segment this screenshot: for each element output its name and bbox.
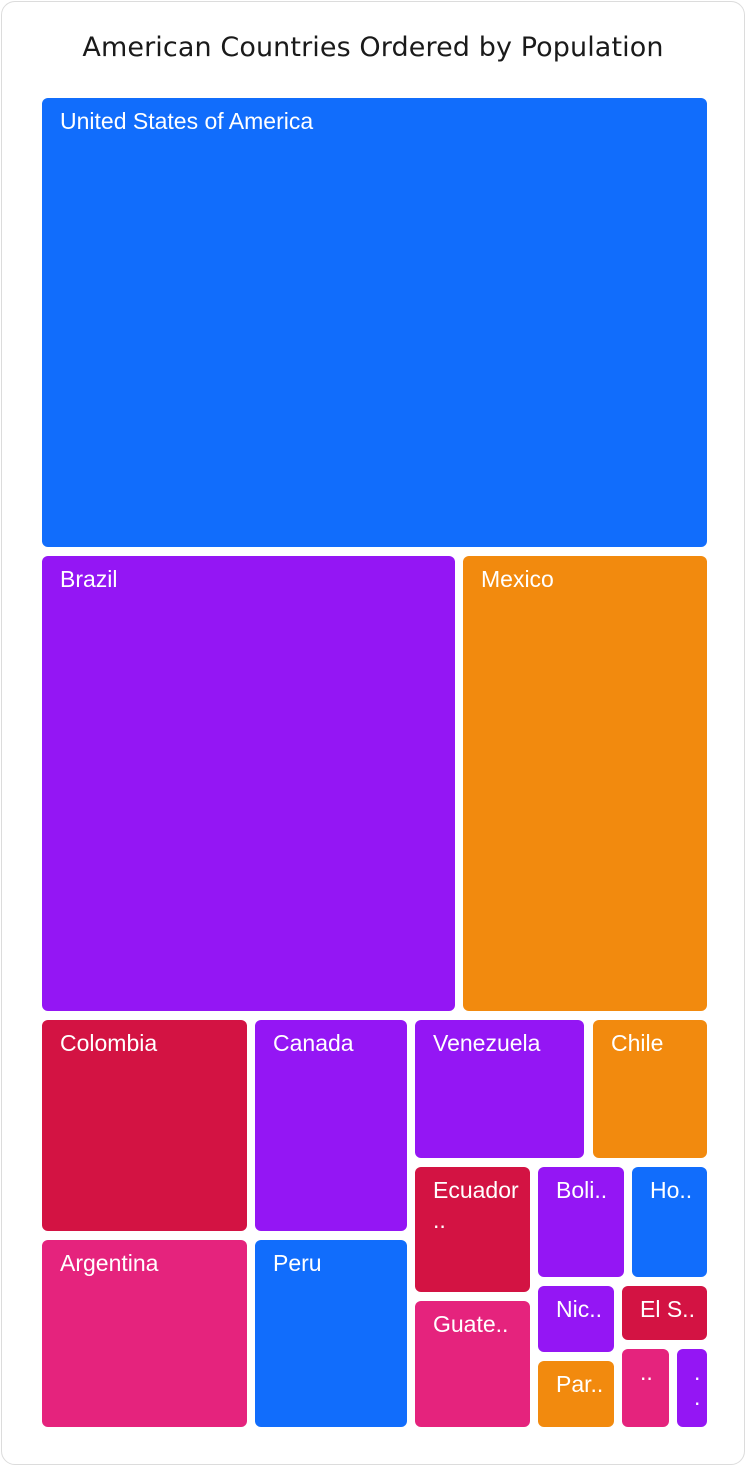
tile-label: Colombia <box>60 1030 157 1056</box>
tile-3[interactable]: Colombia <box>42 1020 247 1231</box>
tile-12[interactable]: Guate.. <box>415 1301 530 1427</box>
tile-1[interactable]: Brazil <box>42 556 455 1011</box>
tile-label: El S.. <box>640 1296 695 1322</box>
tile-label: Brazil <box>60 566 118 592</box>
tile-label: United States of America <box>60 108 313 134</box>
tile-rect[interactable] <box>42 556 455 1011</box>
tile-17[interactable]: .. <box>677 1349 707 1427</box>
tile-13[interactable]: Nic.. <box>538 1286 614 1352</box>
tile-14[interactable]: El S.. <box>622 1286 707 1340</box>
tile-rect[interactable] <box>632 1167 707 1277</box>
tile-7[interactable]: Argentina <box>42 1240 247 1427</box>
tile-rect[interactable] <box>42 98 707 547</box>
tile-15[interactable]: Par.. <box>538 1361 614 1427</box>
tile-rect[interactable] <box>255 1020 407 1231</box>
chart-title: American Countries Ordered by Population <box>82 32 664 63</box>
tile-label: Boli.. <box>556 1177 607 1203</box>
tile-rect[interactable] <box>255 1240 407 1427</box>
tile-10[interactable]: Boli.. <box>538 1167 624 1277</box>
tile-rect[interactable] <box>677 1349 707 1427</box>
tile-label: Guate.. <box>433 1311 508 1337</box>
tile-rect[interactable] <box>415 1167 530 1292</box>
tile-rect[interactable] <box>538 1286 614 1352</box>
tile-label: Ho.. <box>650 1177 692 1203</box>
tile-label: Venezuela <box>433 1030 541 1056</box>
tile-9[interactable]: Ecuador.. <box>415 1167 530 1292</box>
tile-label: .. <box>640 1359 653 1385</box>
tile-label: Peru <box>273 1250 322 1276</box>
tile-11[interactable]: Ho.. <box>632 1167 707 1277</box>
tile-label: Ecuador.. <box>433 1177 519 1233</box>
tile-label: Canada <box>273 1030 354 1056</box>
tile-rect[interactable] <box>593 1020 707 1158</box>
tile-4[interactable]: Canada <box>255 1020 407 1231</box>
tile-rect[interactable] <box>415 1301 530 1427</box>
tile-rect[interactable] <box>622 1349 669 1427</box>
tile-16[interactable]: .. <box>622 1349 669 1427</box>
tile-6[interactable]: Chile <box>593 1020 707 1158</box>
tile-rect[interactable] <box>42 1240 247 1427</box>
tile-label: .. <box>694 1359 700 1410</box>
tile-rect[interactable] <box>463 556 707 1011</box>
tile-rect[interactable] <box>622 1286 707 1340</box>
tile-label: Mexico <box>481 566 554 592</box>
tile-0[interactable]: United States of America <box>42 98 707 547</box>
tile-label: Chile <box>611 1030 663 1056</box>
tile-rect[interactable] <box>415 1020 584 1158</box>
tile-label: Par.. <box>556 1371 603 1397</box>
tile-rect[interactable] <box>42 1020 247 1231</box>
tile-2[interactable]: Mexico <box>463 556 707 1011</box>
tile-label: Argentina <box>60 1250 159 1276</box>
tile-8[interactable]: Peru <box>255 1240 407 1427</box>
tile-rect[interactable] <box>538 1167 624 1277</box>
tile-rect[interactable] <box>538 1361 614 1427</box>
tile-5[interactable]: Venezuela <box>415 1020 584 1158</box>
tile-label: Nic.. <box>556 1296 602 1322</box>
